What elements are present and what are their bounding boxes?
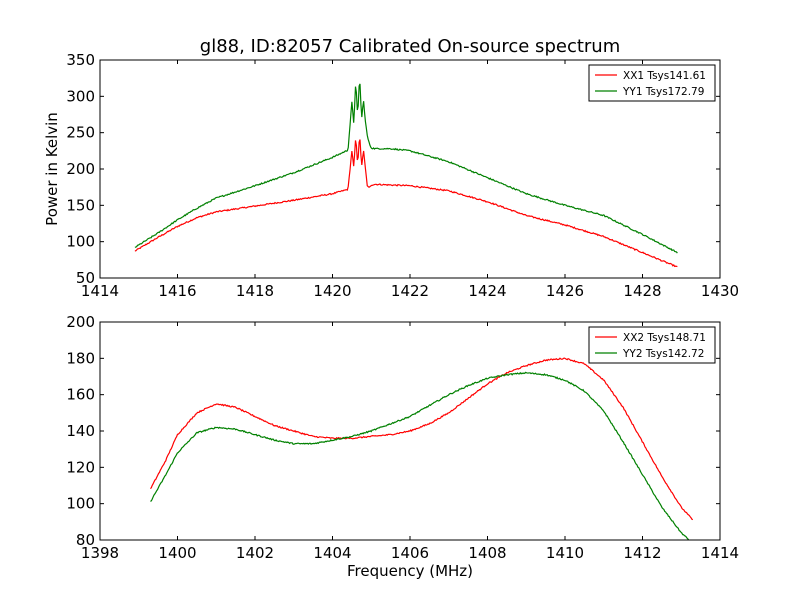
y-tick-label: 50 [76,269,95,287]
x-tick-label: 1408 [468,544,506,562]
x-tick-label: 1414 [81,282,119,300]
y-tick-label: 250 [66,124,95,142]
y-tick-label: 200 [66,160,95,178]
legend: XX1 Tsys141.61 YY1 Tsys172.79 [588,64,716,102]
y-tick-label: 350 [66,51,95,69]
legend-label: XX2 Tsys148.71 [623,332,706,344]
x-tick-label: 1414 [701,544,739,562]
x-tick-label: 1402 [236,544,274,562]
x-tick-label: 1406 [391,544,429,562]
y-tick-label: 80 [76,531,95,549]
x-tick-label: 1430 [701,282,739,300]
x-tick-label: 1418 [236,282,274,300]
top-panel: 1414 1416 1418 1420 1422 1424 1426 1428 1430 50 10… [43,51,739,300]
series-group [134,83,678,268]
y-tick-label: 180 [66,349,95,367]
y-tick-label: 100 [66,495,95,513]
legend-box [588,326,716,364]
x-tick-label: 1424 [468,282,506,300]
x-tick-label: 1428 [623,282,661,300]
y-tick-label: 100 [66,233,95,251]
y-tick-label: 150 [66,196,95,214]
x-axis-label: Frequency (MHz) [347,562,473,580]
y-tick-label: 120 [66,458,95,476]
y-tick-label: 140 [66,422,95,440]
legend-label: XX1 Tsys141.61 [623,70,706,82]
x-tick-label: 1426 [546,282,584,300]
x-tick-label: 1400 [158,544,196,562]
x-tick-label: 1420 [313,282,351,300]
x-tick-label: 1422 [391,282,429,300]
series-line-2 [134,83,678,254]
series-line-2 [150,371,690,540]
y-tick-label: 300 [66,87,95,105]
bottom-panel: 1398 1400 1402 1404 1406 1408 1410 1412 1414 80 10… [66,313,739,580]
legend-box [588,64,716,102]
legend-label: YY1 Tsys172.79 [622,86,704,98]
x-tick-label: 1404 [313,544,351,562]
x-tick-label: 1416 [158,282,196,300]
x-tick-label: 1410 [546,544,584,562]
y-axis-label: Power in Kelvin [43,112,61,226]
y-tick-label: 160 [66,386,95,404]
series-group [149,357,693,540]
legend: XX2 Tsys148.71 YY2 Tsys142.72 [588,326,716,364]
x-tick-label: 1398 [81,544,119,562]
y-tick-label: 200 [66,313,95,331]
series-line-1 [149,357,693,521]
legend-label: YY2 Tsys142.72 [622,348,704,360]
series-line-1 [134,139,678,268]
chart-title: gl88, ID:82057 Calibrated On-source spec… [200,36,620,57]
x-tick-label: 1412 [623,544,661,562]
